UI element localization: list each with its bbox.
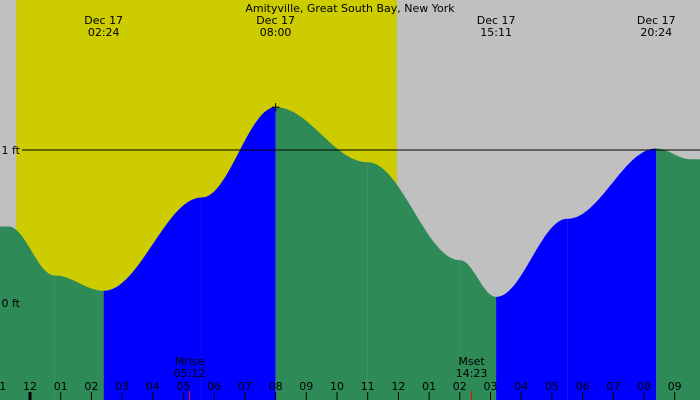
moon-event-time: 14:23 bbox=[456, 367, 488, 380]
ebb-area bbox=[8, 226, 55, 400]
hour-tick-label: 10 bbox=[330, 380, 344, 393]
tide-event-time: 02:24 bbox=[88, 26, 120, 39]
hour-tick-label: 06 bbox=[576, 380, 590, 393]
hour-tick-label: 07 bbox=[238, 380, 252, 393]
hour-tick-label: 09 bbox=[299, 380, 313, 393]
hour-axis: 11 12 01 02 03 04 05 06 07 08 09 10 11 12 01 02 03 04 05 06… bbox=[0, 380, 682, 400]
flood-area bbox=[103, 197, 202, 400]
hour-tick-label: 03 bbox=[115, 380, 129, 393]
hour-tick-label: 12 bbox=[23, 380, 37, 393]
ebb-area bbox=[54, 275, 104, 400]
tide-event-time: 08:00 bbox=[260, 26, 292, 39]
moon-event-label: Mrise bbox=[175, 355, 205, 368]
hour-tick-label: 01 bbox=[422, 380, 436, 393]
hour-tick-label: 01 bbox=[54, 380, 68, 393]
hour-tick-label: 02 bbox=[84, 380, 98, 393]
hour-tick-label: 02 bbox=[453, 380, 467, 393]
chart-title: Amityville, Great South Bay, New York bbox=[245, 2, 455, 15]
ebb-area bbox=[367, 162, 460, 400]
hour-tick-label: 04 bbox=[514, 380, 528, 393]
ebb-area bbox=[656, 148, 690, 400]
hour-tick-label: 04 bbox=[146, 380, 160, 393]
y-tick-label: 1 ft bbox=[2, 144, 21, 157]
ebb-area bbox=[275, 107, 368, 400]
tide-event-time: 20:24 bbox=[640, 26, 672, 39]
tide-event-date: Dec 17 bbox=[84, 14, 123, 27]
hour-tick-label: 11 bbox=[361, 380, 375, 393]
hour-tick-label: 12 bbox=[391, 380, 405, 393]
tide-areas bbox=[0, 107, 700, 400]
flood-area bbox=[496, 218, 568, 400]
hour-tick-label: 08 bbox=[637, 380, 651, 393]
tide-event-time: 15:11 bbox=[480, 26, 512, 39]
ebb-area bbox=[690, 159, 700, 400]
tide-event-date: Dec 17 bbox=[477, 14, 516, 27]
tide-event-date: Dec 17 bbox=[256, 14, 295, 27]
hour-tick-label: 03 bbox=[484, 380, 498, 393]
hour-tick-label: 06 bbox=[207, 380, 221, 393]
hour-tick-label: 09 bbox=[668, 380, 682, 393]
ebb-area bbox=[459, 260, 497, 400]
tide-event-date: Dec 17 bbox=[637, 14, 676, 27]
hour-tick-label: 07 bbox=[606, 380, 620, 393]
ebb-area bbox=[0, 226, 9, 400]
y-tick-label: 0 ft bbox=[2, 297, 21, 310]
hour-tick-label: 05 bbox=[545, 380, 559, 393]
flood-area bbox=[567, 148, 657, 400]
y-axis-labels: 0 ft 1 ft bbox=[2, 144, 21, 310]
moon-event-time: 05:12 bbox=[174, 367, 206, 380]
flood-area bbox=[201, 107, 276, 400]
hour-tick-label: 08 bbox=[269, 380, 283, 393]
hour-tick-label: 05 bbox=[177, 380, 191, 393]
moon-event-label: Mset bbox=[458, 355, 485, 368]
hour-tick-label: 11 bbox=[0, 380, 6, 393]
